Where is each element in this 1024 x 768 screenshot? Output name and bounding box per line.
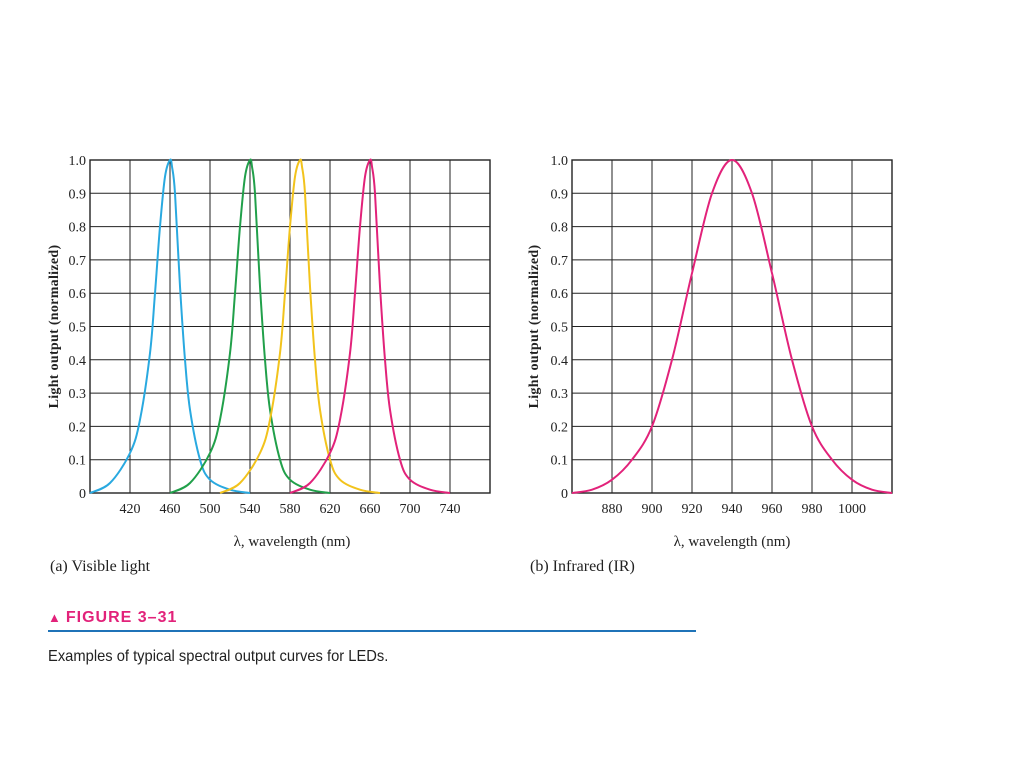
figure-caption: Examples of typical spectral output curv… [48,648,389,665]
series-line-1 [169,158,331,494]
x-tick-label: 500 [200,502,221,517]
y-tick-label: 0.4 [551,354,569,369]
y-tick-label: 0.4 [69,354,87,369]
y-axis-label: Light output (normalized) [47,245,62,409]
triangle-marker-icon: ▲ [48,610,62,625]
y-tick-label: 0.2 [69,420,87,435]
y-tick-label: 0.1 [551,454,569,469]
x-tick-label: 580 [280,502,301,517]
y-tick-label: 0.7 [69,254,87,269]
y-tick-label: 0.1 [69,454,87,469]
x-axis-label: λ, wavelength (nm) [234,534,351,550]
charts-canvas: 0 0.1 0.2 0.3 0.4 0.5 0.6 0.7 0.8 0.9 1.0 420 460 500… [47,154,893,550]
series-line-2 [219,158,381,494]
x-tick-label: 980 [802,502,823,517]
x-tick-label: 880 [602,502,623,517]
y-tick-label: 0.6 [551,287,569,302]
y-tick-label: 0.6 [69,287,87,302]
x-tick-label: 540 [240,502,261,517]
x-tick-label: 900 [642,502,663,517]
x-tick-label: 1000 [838,502,866,517]
x-axis-label: λ, wavelength (nm) [674,534,791,550]
chart-0: 0 0.1 0.2 0.3 0.4 0.5 0.6 0.7 0.8 0.9 1.0 420 460 500… [47,154,491,550]
y-tick-label: 0.9 [69,187,87,202]
series-line-0 [571,158,893,494]
y-tick-label: 1.0 [551,154,569,169]
x-tick-label: 960 [762,502,783,517]
chart-1: 0 0.1 0.2 0.3 0.4 0.5 0.6 0.7 0.8 0.9 1.0 880 900 920… [527,154,893,550]
y-tick-label: 0.8 [551,221,569,236]
y-tick-label: 0 [561,487,568,502]
x-tick-label: 620 [320,502,341,517]
y-tick-label: 0 [79,487,86,502]
x-tick-label: 920 [682,502,703,517]
x-tick-label: 700 [400,502,421,517]
y-tick-label: 0.9 [551,187,569,202]
series-line-0 [89,158,251,494]
y-tick-label: 0.2 [551,420,569,435]
y-axis-label: Light output (normalized) [527,245,542,409]
chart-a-subtitle: (a) Visible light [50,558,151,575]
x-tick-label: 460 [160,502,181,517]
y-tick-label: 0.3 [69,387,87,402]
y-tick-label: 0.5 [69,321,87,336]
y-tick-label: 0.8 [69,221,87,236]
x-tick-label: 420 [120,502,141,517]
x-tick-label: 740 [440,502,461,517]
y-tick-label: 0.5 [551,321,569,336]
x-tick-label: 660 [360,502,381,517]
y-tick-label: 1.0 [69,154,87,169]
series-line-3 [289,158,451,494]
figure-label: FIGURE 3–31 [65,609,178,626]
chart-b-subtitle: (b) Infrared (IR) [530,558,635,575]
y-tick-label: 0.7 [551,254,569,269]
x-tick-label: 940 [722,502,743,517]
y-tick-label: 0.3 [551,387,569,402]
figure-heading: ▲ FIGURE 3–31 [48,609,696,632]
